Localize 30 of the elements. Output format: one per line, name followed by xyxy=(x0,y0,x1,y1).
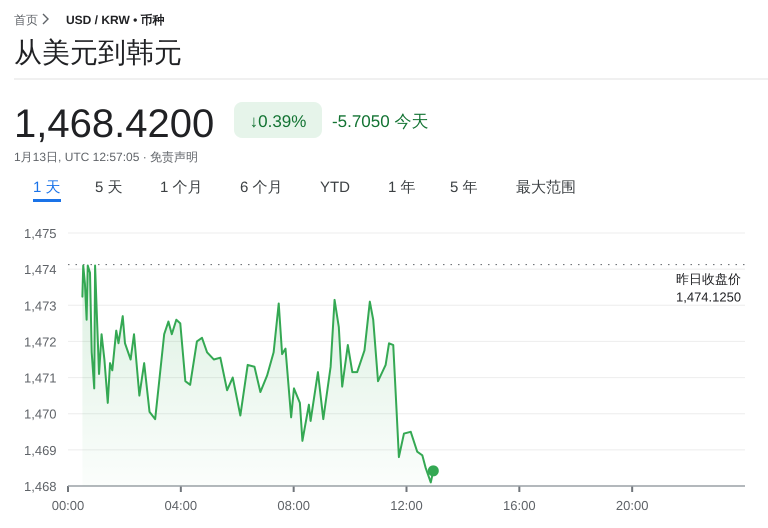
chart-title: 从美元到韩元 xyxy=(14,37,182,68)
chart-subtitle: 1月13日, UTC 12:57:05 · 免责声明 xyxy=(14,150,198,164)
x-tick-label: 16:00 xyxy=(503,498,536,513)
text: USD / KRW • 币种 xyxy=(66,13,165,27)
ref-line-label: 昨日收盘价 1,474.1250 xyxy=(676,272,742,305)
text: 1 个月 xyxy=(160,179,203,196)
text: YTD xyxy=(320,179,350,196)
y-tick-label: 1,472 xyxy=(24,334,57,350)
x-tick-label: 04:00 xyxy=(164,498,198,513)
text: 5 天 xyxy=(95,179,123,196)
text: 最大范围 xyxy=(516,179,576,196)
text: 1,468.4200 xyxy=(14,102,214,146)
text: 首页 xyxy=(14,13,38,27)
x-tick-label: 08:00 xyxy=(277,498,310,513)
y-tick-label: 1,470 xyxy=(24,406,57,422)
text: 5 年 xyxy=(450,179,478,196)
text: -5.7050 今天 xyxy=(332,112,428,131)
y-tick-label: 1,474 xyxy=(24,262,57,278)
text: 1 年 xyxy=(388,179,416,196)
y-tick-label: 1,468 xyxy=(24,479,57,494)
text: ↓0.39% xyxy=(250,112,306,131)
x-tick-label: 20:00 xyxy=(616,498,648,513)
text: 1 天 xyxy=(33,179,61,196)
y-tick-label: 1,475 xyxy=(24,226,57,241)
x-tick-label: 00:00 xyxy=(52,498,84,513)
y-tick-label: 1,469 xyxy=(24,442,57,458)
y-tick-label: 1,473 xyxy=(24,298,57,314)
y-tick-label: 1,471 xyxy=(24,370,57,386)
x-tick-label: 12:00 xyxy=(390,498,423,513)
text: 6 个月 xyxy=(240,179,283,196)
